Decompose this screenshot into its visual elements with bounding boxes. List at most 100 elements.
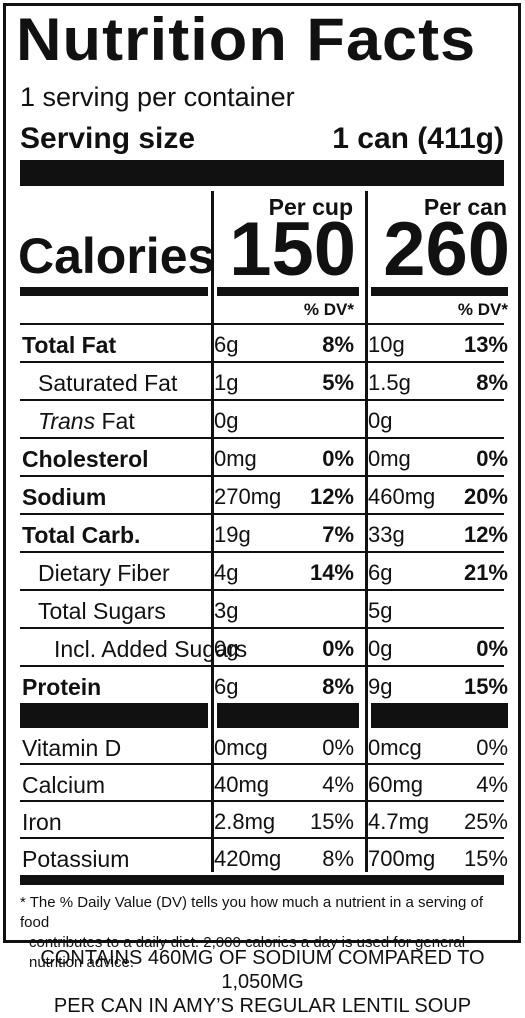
- vitamin-cup-amt: 2.8mg: [214, 809, 276, 834]
- nutrient-cup-amt: 6g: [214, 674, 239, 699]
- vitamin-can-dv: 25%: [463, 809, 508, 834]
- vitamin-can-dv: 0%: [476, 735, 508, 760]
- vitamin-can-amt: 0mcg: [368, 735, 422, 760]
- nutrient-cup-amt: 270mg: [214, 484, 282, 509]
- vitamin-divider-right: [371, 703, 508, 728]
- nutrient-can-dv: 0%: [476, 446, 508, 471]
- nutrient-row: Saturated Fat 1g 5% 1.5g 8%: [20, 363, 508, 401]
- nutrient-row: Sodium 270mg 12% 460mg 20%: [20, 477, 508, 515]
- servings-per-container: 1 serving per container: [20, 82, 295, 112]
- vitamin-can-amt: 4.7mg: [368, 809, 430, 834]
- vitamin-row-divider: [20, 763, 504, 765]
- nutrient-cup-amt: 6g: [214, 332, 239, 357]
- calories-divider-left: [20, 287, 208, 296]
- nutrient-label: Incl. Added Sugars: [54, 636, 248, 662]
- nutrient-label: Trans Fat: [38, 407, 135, 435]
- per-cup-header: Per cup: [268, 194, 353, 220]
- vitamin-label: Vitamin D: [22, 735, 122, 761]
- nutrient-row: Trans Fat 0g 0g: [20, 401, 504, 439]
- nutrient-can-amt: 33g: [368, 522, 405, 547]
- nutrient-cup-dv: 14%: [309, 560, 354, 585]
- sodium-claim: CONTAINS 460MG OF SODIUM COMPARED TO 1,0…: [0, 946, 525, 1018]
- nutrient-row: Protein 6g 8% 9g 15%: [20, 667, 508, 705]
- column-divider-2: [365, 191, 368, 872]
- vitamin-label: Calcium: [22, 772, 106, 798]
- nutrient-can-amt: 1.5g: [368, 370, 411, 395]
- nutrient-row-divider: [20, 627, 504, 629]
- nutrient-row-divider: [20, 361, 504, 363]
- nutrient-can-dv: 12%: [463, 522, 508, 547]
- nutrient-label: Saturated Fat: [38, 370, 178, 396]
- serving-size-label: Serving size: [20, 122, 196, 155]
- footnote-line-2: contributes to a daily diet. 2,000 calor…: [29, 934, 466, 971]
- calories-divider-right: [371, 287, 508, 296]
- vitamin-row: Calcium 40mg 4% 60mg 4%: [20, 765, 508, 802]
- vitamin-cup-dv: 15%: [309, 809, 354, 834]
- nutrient-can-dv: 8%: [476, 370, 508, 395]
- nutrient-can-dv: 15%: [463, 674, 508, 699]
- serving-size-value: 1 can (411g): [332, 122, 504, 155]
- nutrient-can-dv: 0%: [476, 636, 508, 661]
- nutrient-label: Total Fat: [22, 332, 117, 358]
- nutrient-row-divider: [20, 399, 504, 401]
- per-can-header: Per can: [423, 194, 507, 220]
- nutrient-row-divider: [20, 589, 504, 591]
- nutrient-cup-amt: 0g: [214, 408, 239, 433]
- column-divider-1: [211, 191, 214, 872]
- calories-per-can: 260: [383, 207, 510, 292]
- footnote-line-1: * The % Daily Value (DV) tells you how m…: [20, 894, 483, 931]
- vitamin-can-dv: 15%: [463, 846, 508, 871]
- nutrient-can-amt: 0g: [368, 408, 393, 433]
- nutrient-cup-dv: 5%: [322, 370, 354, 395]
- vitamin-row: Vitamin D 0mcg 0% 0mcg 0%: [20, 728, 508, 765]
- vitamin-row-divider: [20, 800, 504, 802]
- nutrient-row-divider: [20, 513, 504, 515]
- nutrient-can-amt: 6g: [368, 560, 393, 585]
- vitamin-cup-dv: 4%: [322, 772, 354, 797]
- serving-size-row: Serving size 1 can (411g): [20, 122, 504, 156]
- nutrient-row-divider: [20, 475, 504, 477]
- dv-header-can: % DV*: [457, 300, 508, 319]
- nutrient-can-amt: 0g: [368, 636, 393, 661]
- vitamin-can-dv: 4%: [476, 772, 508, 797]
- vitamin-row-divider: [20, 837, 504, 839]
- nutrient-row-divider: [20, 551, 504, 553]
- nutrient-can-amt: 9g: [368, 674, 393, 699]
- nutrient-row: Total Carb. 19g 7% 33g 12%: [20, 515, 508, 553]
- nutrient-can-dv: 21%: [463, 560, 508, 585]
- nutrient-cup-dv: 0%: [322, 446, 354, 471]
- dv-divider: [20, 323, 504, 325]
- nutrient-row-divider: [20, 665, 504, 667]
- nutrition-facts-panel: Nutrition Facts 1 serving per container …: [3, 3, 521, 971]
- nutrient-can-dv: 20%: [463, 484, 508, 509]
- nutrient-cup-dv: 0%: [322, 636, 354, 661]
- nutrient-cup-amt: 0mg: [214, 446, 257, 471]
- nutrient-label: Total Sugars: [38, 598, 166, 624]
- calories-per-cup: 150: [229, 207, 356, 292]
- dv-header-cup: % DV*: [303, 300, 354, 319]
- sodium-claim-line-1: CONTAINS 460MG OF SODIUM COMPARED TO 1,0…: [40, 947, 485, 993]
- vitamin-row: Iron 2.8mg 15% 4.7mg 25%: [20, 802, 508, 839]
- vitamin-label: Potassium: [22, 846, 130, 872]
- nutrient-cup-amt: 4g: [214, 560, 239, 585]
- nutrient-label: Total Carb.: [22, 522, 141, 548]
- calories-divider-mid: [217, 287, 359, 296]
- vitamin-divider-left: [20, 703, 208, 728]
- nutrient-cup-amt: 0g: [214, 636, 239, 661]
- nutrient-can-dv: 13%: [463, 332, 508, 357]
- footnote: * The % Daily Value (DV) tells you how m…: [20, 893, 515, 973]
- vitamin-cup-dv: 8%: [322, 846, 354, 871]
- nutrient-cup-dv: 7%: [322, 522, 354, 547]
- nutrient-row: Cholesterol 0mg 0% 0mg 0%: [20, 439, 508, 477]
- nutrient-row: Incl. Added Sugars 0g 0% 0g 0%: [20, 629, 508, 667]
- nutrient-can-amt: 5g: [368, 598, 393, 623]
- vitamin-label: Iron: [22, 809, 62, 835]
- nutrient-can-amt: 10g: [368, 332, 405, 357]
- sodium-claim-line-2: PER CAN IN AMY’S REGULAR LENTIL SOUP: [53, 995, 472, 1017]
- nutrient-can-amt: 0mg: [368, 446, 411, 471]
- thick-divider-top: [20, 160, 504, 186]
- nutrient-cup-dv: 8%: [322, 674, 354, 699]
- vitamin-cup-amt: 420mg: [214, 846, 282, 871]
- nutrient-label: Sodium: [22, 484, 107, 510]
- nutrient-label-italic: Trans: [38, 408, 96, 434]
